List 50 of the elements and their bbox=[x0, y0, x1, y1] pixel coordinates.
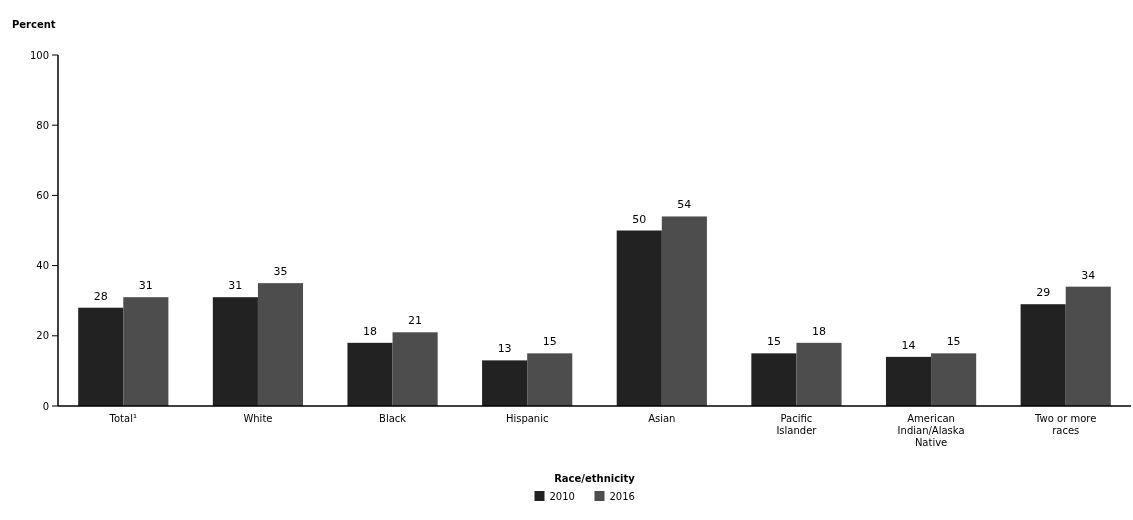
bar bbox=[885, 356, 932, 406]
x-tick-label: Hispanic bbox=[505, 413, 549, 424]
bar bbox=[1065, 286, 1111, 406]
data-label: 31 bbox=[228, 279, 243, 293]
data-label: 15 bbox=[766, 335, 781, 349]
bar bbox=[661, 216, 707, 406]
x-tick-label: Total¹ bbox=[108, 413, 137, 424]
bar bbox=[392, 332, 438, 406]
y-tick-label: 40 bbox=[36, 260, 49, 272]
y-tick-label: 80 bbox=[36, 119, 49, 131]
bar bbox=[796, 342, 842, 406]
x-tick-label: Pacific Islander bbox=[776, 413, 818, 436]
bar bbox=[751, 353, 797, 406]
bar bbox=[123, 297, 169, 406]
bar bbox=[527, 353, 573, 406]
legend-label: 2016 bbox=[609, 491, 635, 502]
bar bbox=[931, 353, 977, 406]
data-label: 21 bbox=[408, 314, 423, 328]
data-label: 28 bbox=[93, 289, 108, 303]
data-label: 14 bbox=[901, 338, 916, 352]
data-label: 34 bbox=[1081, 268, 1096, 282]
x-tick-label: Black bbox=[379, 413, 407, 424]
data-label: 31 bbox=[138, 279, 153, 293]
x-tick-label: White bbox=[243, 413, 273, 424]
y-tick-label: 60 bbox=[36, 189, 49, 201]
data-label: 18 bbox=[363, 324, 377, 338]
data-label: 13 bbox=[497, 342, 512, 356]
y-tick-label: 20 bbox=[36, 330, 49, 342]
data-label: 29 bbox=[1036, 286, 1051, 300]
bar bbox=[1020, 304, 1066, 406]
bar bbox=[257, 283, 304, 406]
bar bbox=[482, 360, 528, 406]
y-tick-label: 0 bbox=[42, 400, 49, 412]
bar bbox=[347, 342, 393, 406]
bar bbox=[616, 230, 662, 406]
data-label: 50 bbox=[632, 212, 647, 226]
legend-label: 2010 bbox=[549, 491, 575, 502]
bar bbox=[78, 307, 124, 406]
x-axis-title: Race/ethnicity bbox=[554, 473, 636, 484]
x-tick-label: Two or more races bbox=[1034, 413, 1097, 436]
x-tick-label: Asian bbox=[648, 413, 676, 424]
y-tick-label: 100 bbox=[29, 49, 49, 61]
y-axis-title: Percent bbox=[12, 19, 56, 30]
bar bbox=[212, 297, 258, 406]
data-label: 35 bbox=[273, 265, 288, 279]
x-tick-label: American Indian/Alaska Native bbox=[897, 413, 965, 448]
data-label: 18 bbox=[812, 324, 826, 338]
data-label: 15 bbox=[542, 335, 557, 349]
data-label: 15 bbox=[946, 335, 961, 349]
data-label: 54 bbox=[677, 198, 692, 212]
